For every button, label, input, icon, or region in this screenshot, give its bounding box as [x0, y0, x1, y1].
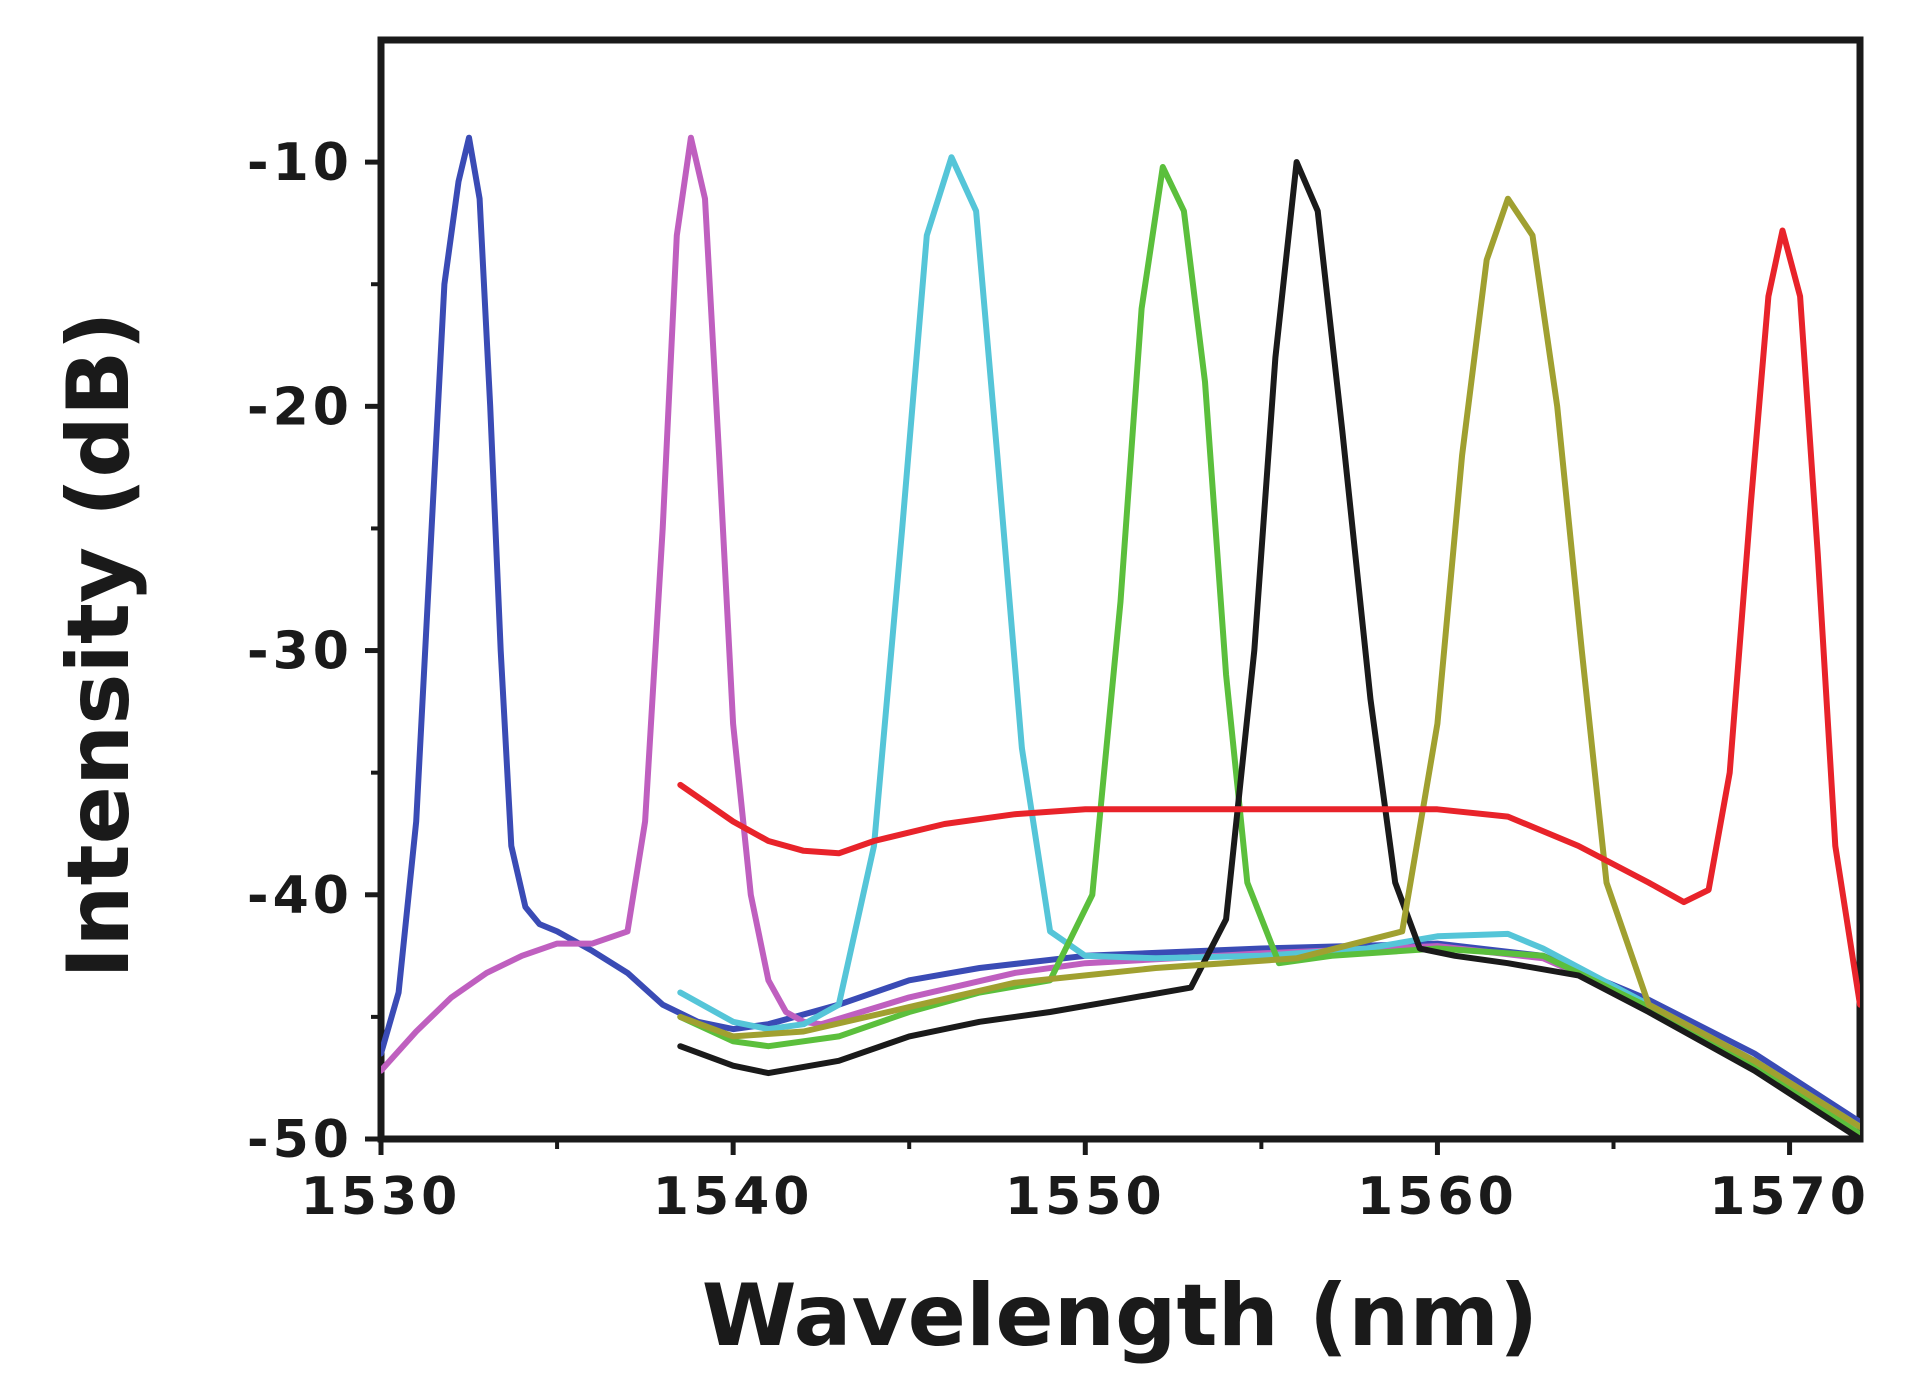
series-line-5 [677, 159, 1860, 1139]
y-tick-label: -50 [247, 1110, 353, 1170]
series-line-1 [381, 134, 1860, 1125]
y-axis-ticks: -10 -20 -30 -40 -50 [247, 133, 381, 1170]
y-tick-label: -10 [247, 133, 353, 193]
series-line-3 [677, 154, 1860, 1130]
x-tick-label: 1560 [1357, 1167, 1518, 1227]
series-line-7 [677, 227, 1860, 1008]
series-layer [381, 134, 1860, 1139]
x-axis-ticks: 1530 1540 1550 1560 1570 [301, 1139, 1870, 1227]
y-tick-label: -30 [247, 622, 353, 682]
series-line-4 [677, 164, 1860, 1138]
x-tick-label: 1540 [653, 1167, 814, 1227]
x-axis-title: Wavelength (nm) [702, 1266, 1539, 1366]
x-tick-label: 1550 [1005, 1167, 1166, 1227]
plot-frame [377, 36, 1864, 1143]
y-tick-label: -40 [247, 866, 353, 926]
series-line-6 [677, 195, 1860, 1130]
x-tick-label: 1530 [301, 1167, 462, 1227]
y-axis-title: Intensity (dB) [49, 311, 149, 978]
y-tick-label: -20 [247, 377, 353, 437]
x-tick-label: 1570 [1709, 1167, 1870, 1227]
